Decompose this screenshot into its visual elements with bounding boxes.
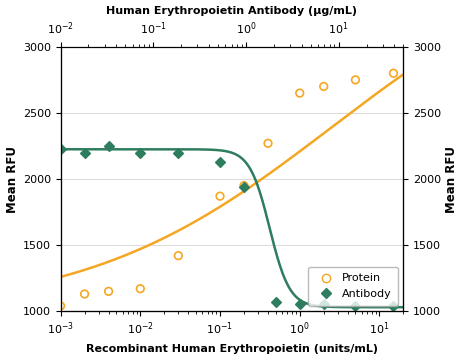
X-axis label: Human Erythropoietin Antibody (μg/mL): Human Erythropoietin Antibody (μg/mL)	[106, 5, 357, 15]
Point	[295, 90, 303, 96]
Point	[136, 150, 144, 156]
Point	[105, 143, 112, 149]
Point	[81, 150, 88, 156]
Point	[174, 150, 181, 156]
X-axis label: Recombinant Human Erythropoietin (units/mL): Recombinant Human Erythropoietin (units/…	[86, 345, 377, 355]
Y-axis label: Mean RFU: Mean RFU	[6, 145, 19, 212]
Point	[216, 193, 223, 199]
Point	[240, 184, 247, 190]
Point	[295, 301, 303, 307]
Point	[389, 70, 396, 76]
Y-axis label: Mean RFU: Mean RFU	[444, 145, 457, 212]
Point	[264, 140, 271, 146]
Point	[81, 291, 88, 297]
Legend: Protein, Antibody: Protein, Antibody	[307, 267, 397, 306]
Point	[240, 183, 247, 189]
Point	[319, 84, 327, 89]
Point	[216, 159, 223, 165]
Point	[351, 303, 358, 309]
Point	[351, 77, 358, 83]
Point	[136, 286, 144, 292]
Point	[174, 253, 181, 258]
Point	[271, 299, 279, 305]
Point	[389, 303, 396, 309]
Point	[57, 146, 64, 152]
Point	[105, 288, 112, 294]
Point	[57, 303, 64, 309]
Point	[319, 301, 327, 307]
